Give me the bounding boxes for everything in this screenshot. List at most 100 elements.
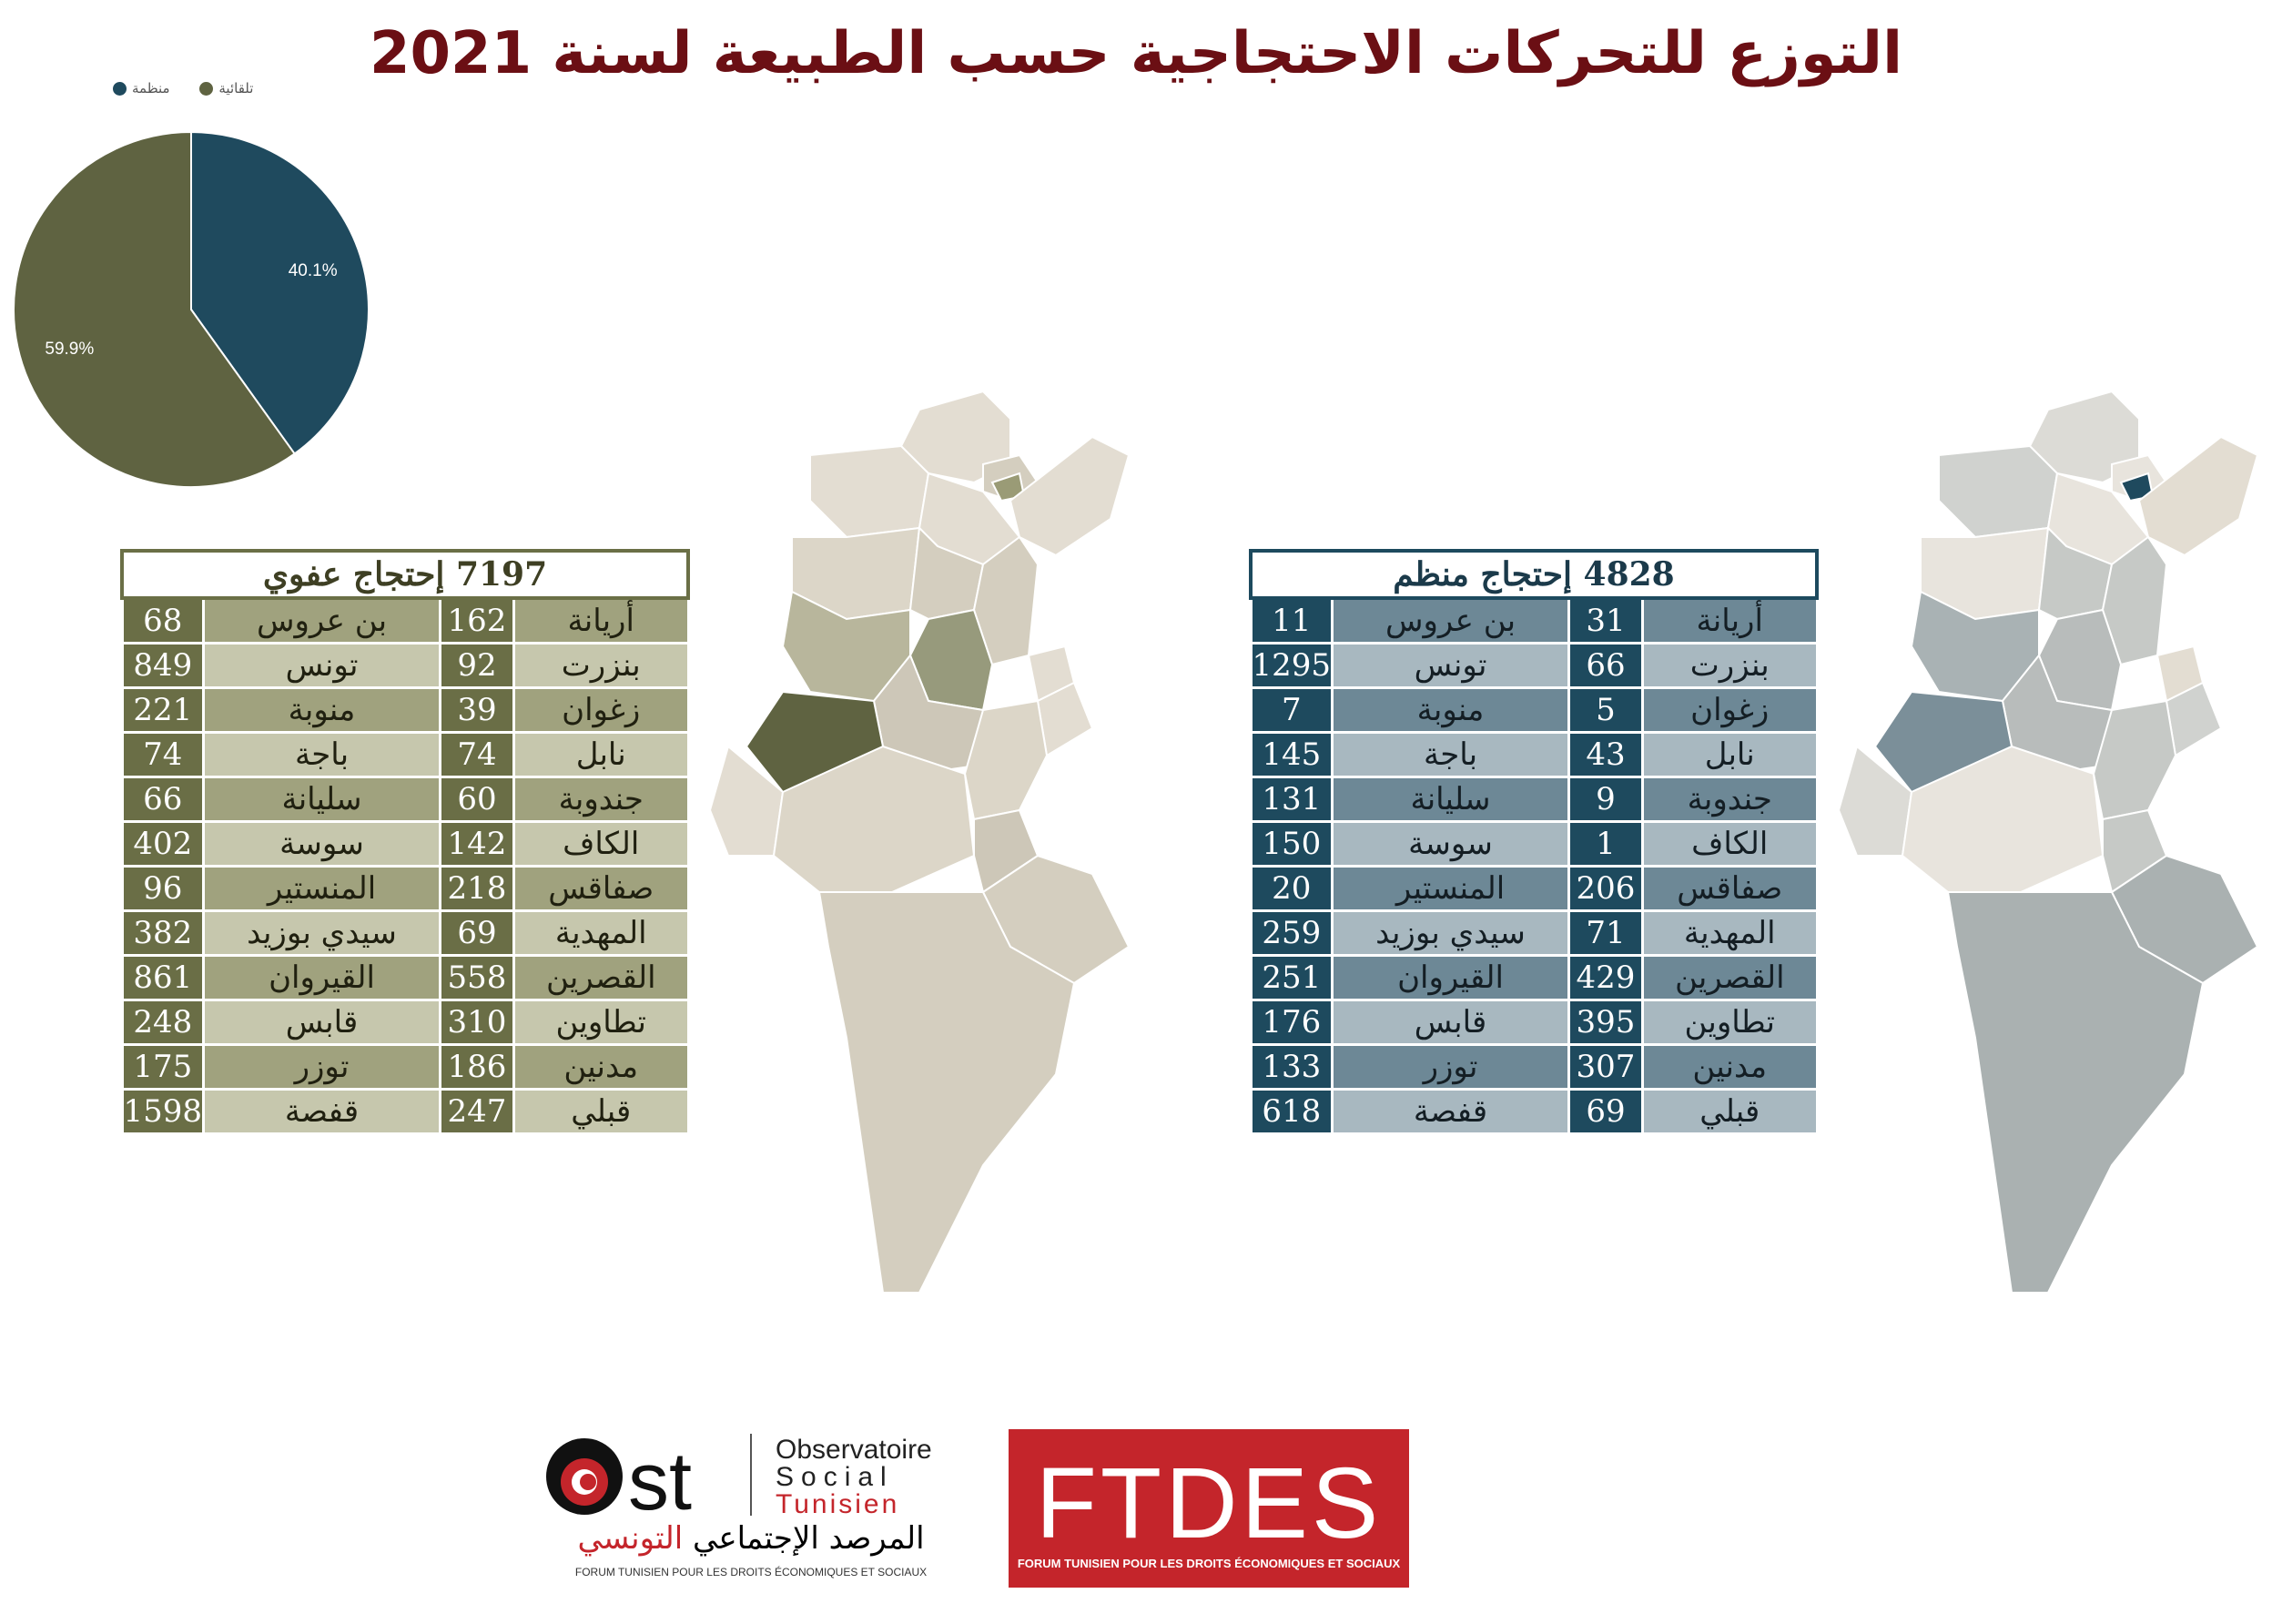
- cell-count-col2: 74: [120, 731, 206, 778]
- ost-flag-crescent: [580, 1474, 596, 1490]
- map-region-kebili: [1901, 745, 2105, 893]
- table-row: 402 سوسة 142 الكاف: [120, 820, 690, 868]
- cell-governorate-col1: نابل: [512, 731, 690, 778]
- cell-governorate-col1: تطاوين: [512, 999, 690, 1046]
- table-row: 248 قابس 310 تطاوين: [120, 999, 690, 1046]
- cell-count-col2: 68: [120, 596, 206, 645]
- pie-slice-spontaneous: [13, 130, 297, 488]
- ost-arabic-red: التونسي: [577, 1520, 684, 1557]
- cell-governorate-col2: القيروان: [1331, 954, 1570, 1001]
- cell-governorate-col2: سيدي بوزيد: [202, 909, 441, 957]
- ftdes-forum-text: FORUM TUNISIEN POUR LES DROITS ÉCONOMIQU…: [1017, 1557, 1401, 1570]
- cell-governorate-col1: جندوبة: [512, 776, 690, 823]
- pie-chart: 40.1% 59.9%: [13, 130, 370, 488]
- cell-count-col2: 618: [1249, 1088, 1334, 1135]
- cell-count-col1: 307: [1567, 1043, 1644, 1091]
- map-region-jendouba-beja: [809, 444, 930, 539]
- cell-governorate-col2: باجة: [1331, 731, 1570, 778]
- cell-count-col1: 395: [1567, 999, 1644, 1046]
- cell-count-col1: 186: [438, 1043, 515, 1091]
- cell-governorate-col1: زغوان: [512, 686, 690, 734]
- cell-governorate-col2: توزر: [202, 1043, 441, 1091]
- pie-slice-organized: [190, 130, 370, 455]
- map-region-nabeul: [1009, 435, 1131, 557]
- cell-count-col2: 145: [1249, 731, 1334, 778]
- cell-governorate-col1: المهدية: [1640, 909, 1819, 957]
- cell-governorate-col1: القصرين: [1640, 954, 1819, 1001]
- chart-title: التوزع للتحركات الاحتجاجية حسب الطبيعة ل…: [369, 20, 1903, 87]
- table-row: 259 سيدي بوزيد 71 المهدية: [1249, 909, 1819, 957]
- cell-count-col1: 74: [438, 731, 515, 778]
- cell-count-col2: 1295: [1249, 642, 1334, 689]
- cell-count-col1: 310: [438, 999, 515, 1046]
- cell-governorate-col1: أريانة: [1640, 596, 1819, 645]
- cell-governorate-col2: سليانة: [1331, 776, 1570, 823]
- legend-label-spontaneous: تلقائية: [218, 80, 254, 96]
- pie-legend: منظمة تلقائية: [113, 80, 279, 96]
- cell-count-col1: 558: [438, 954, 515, 1001]
- cell-governorate-col1: الكاف: [512, 820, 690, 868]
- cell-count-col1: 92: [438, 642, 515, 689]
- cell-count-col1: 60: [438, 776, 515, 823]
- ftdes-logo: FTDES FORUM TUNISIEN POUR LES DROITS ÉCO…: [1009, 1429, 1409, 1588]
- cell-governorate-col2: منوبة: [202, 686, 441, 734]
- cell-governorate-col2: القيروان: [202, 954, 441, 1001]
- table-row: 251 القيروان 429 القصرين: [1249, 954, 1819, 1001]
- cell-count-col2: 11: [1249, 596, 1334, 645]
- map-region-tataouine: [817, 891, 1076, 1294]
- cell-governorate-col2: منوبة: [1331, 686, 1570, 734]
- cell-count-col1: 162: [438, 596, 515, 645]
- cell-governorate-col2: باجة: [202, 731, 441, 778]
- cell-count-col1: 218: [438, 865, 515, 912]
- legend-swatch-spontaneous: [199, 82, 214, 96]
- cell-count-col1: 39: [438, 686, 515, 734]
- cell-count-col2: 861: [120, 954, 206, 1001]
- cell-count-col1: 69: [1567, 1088, 1644, 1135]
- cell-governorate-col1: أريانة: [512, 596, 690, 645]
- cell-governorate-col2: قفصة: [202, 1088, 441, 1135]
- cell-count-col1: 9: [1567, 776, 1644, 823]
- cell-governorate-col1: مدنين: [1640, 1043, 1819, 1091]
- table-row: 150 سوسة 1 الكاف: [1249, 820, 1819, 868]
- organized-table-title: 4828 إحتجاج منظم: [1249, 549, 1819, 600]
- cell-governorate-col1: قبلي: [1640, 1088, 1819, 1135]
- map-region-tozeur: [710, 745, 785, 857]
- cell-governorate-col1: صفاقس: [512, 865, 690, 912]
- cell-governorate-col2: سوسة: [1331, 820, 1570, 868]
- cell-governorate-col1: صفاقس: [1640, 865, 1819, 912]
- organized-table: 4828 إحتجاج منظم 11 بن عروس 31 أريانة 1295 تو…: [1249, 549, 1819, 1135]
- cell-governorate-col2: المنستير: [1331, 865, 1570, 912]
- ftdes-wordmark: FTDES: [1035, 1447, 1383, 1559]
- cell-count-col2: 221: [120, 686, 206, 734]
- cell-count-col2: 176: [1249, 999, 1334, 1046]
- cell-governorate-col1: المهدية: [512, 909, 690, 957]
- table-row: 133 توزر 307 مدنين: [1249, 1043, 1819, 1091]
- ost-name-latin: Observatoire Social Tunisien: [776, 1436, 932, 1518]
- cell-governorate-col1: مدنين: [512, 1043, 690, 1091]
- cell-count-col2: 133: [1249, 1043, 1334, 1091]
- cell-count-col1: 206: [1567, 865, 1644, 912]
- map-region-tozeur: [1839, 745, 1913, 857]
- cell-governorate-col1: بنزرت: [512, 642, 690, 689]
- table-row: 7 منوبة 5 زغوان: [1249, 686, 1819, 734]
- cell-count-col1: 429: [1567, 954, 1644, 1001]
- cell-count-col2: 7: [1249, 686, 1334, 734]
- table-row: 175 توزر 186 مدنين: [120, 1043, 690, 1091]
- cell-governorate-col2: بن عروس: [1331, 596, 1570, 645]
- cell-count-col2: 251: [1249, 954, 1334, 1001]
- table-row: 176 قابس 395 تطاوين: [1249, 999, 1819, 1046]
- cell-count-col2: 66: [120, 776, 206, 823]
- map-region-tataouine: [1946, 891, 2205, 1294]
- cell-governorate-col1: تطاوين: [1640, 999, 1819, 1046]
- table-row: 861 القيروان 558 القصرين: [120, 954, 690, 1001]
- cell-count-col1: 43: [1567, 731, 1644, 778]
- legend-swatch-organized: [113, 82, 127, 96]
- legend-item-spontaneous: تلقائية: [199, 80, 253, 96]
- cell-governorate-col2: قفصة: [1331, 1088, 1570, 1135]
- ost-line2: Social: [776, 1462, 894, 1492]
- cell-governorate-col1: قبلي: [512, 1088, 690, 1135]
- cell-governorate-col2: تونس: [202, 642, 441, 689]
- table-row: 382 سيدي بوزيد 69 المهدية: [120, 909, 690, 957]
- cell-count-col1: 1: [1567, 820, 1644, 868]
- table-row: 221 منوبة 39 زغوان: [120, 686, 690, 734]
